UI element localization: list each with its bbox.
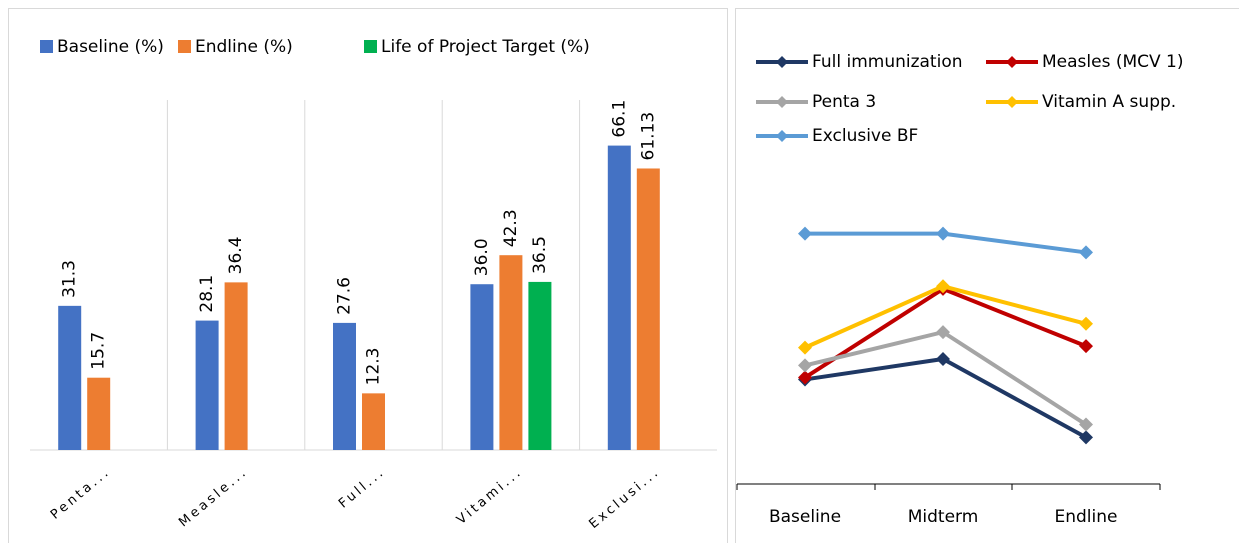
x-tick-label: Exclusi...	[586, 464, 663, 532]
legend-label: Endline (%)	[195, 37, 293, 57]
legend-marker	[776, 56, 788, 68]
x-tick-label: Baseline	[769, 507, 841, 527]
data-label: 36.5	[530, 236, 550, 274]
x-tick-label: Full...	[336, 464, 388, 511]
bar	[608, 146, 631, 450]
legend-marker	[1006, 56, 1018, 68]
point-marker	[1079, 317, 1093, 331]
data-label: 28.1	[197, 275, 217, 313]
legend-label: Penta 3	[812, 92, 876, 112]
right-panel	[736, 9, 1239, 544]
x-tick-label: Midterm	[908, 507, 979, 527]
bar	[196, 321, 219, 450]
bar	[470, 284, 493, 450]
point-marker	[1079, 339, 1093, 353]
data-label: 15.7	[89, 332, 109, 370]
point-marker	[798, 341, 812, 355]
bar	[499, 255, 522, 450]
legend-label: Vitamin A supp.	[1042, 92, 1176, 112]
bar	[58, 306, 81, 450]
legend-swatch	[364, 40, 377, 53]
data-label: 66.1	[609, 100, 629, 138]
bar	[87, 378, 110, 450]
data-label: 36.0	[472, 238, 492, 276]
x-tick-label: Endline	[1055, 507, 1118, 527]
legend-label: Baseline (%)	[57, 37, 164, 57]
data-label: 36.4	[226, 237, 246, 275]
data-label: 31.3	[60, 260, 80, 298]
legend-marker	[1006, 96, 1018, 108]
point-marker	[936, 227, 950, 241]
bar	[333, 323, 356, 450]
legend-label: Measles (MCV 1)	[1042, 52, 1184, 72]
legend-swatch	[178, 40, 191, 53]
data-label: 12.3	[364, 347, 384, 385]
series-line	[805, 332, 1086, 424]
bar	[637, 168, 660, 450]
point-marker	[798, 358, 812, 372]
bar	[528, 282, 551, 450]
x-tick-label: Measle...	[176, 464, 251, 530]
legend-label: Life of Project Target (%)	[381, 37, 590, 57]
data-label: 27.6	[335, 277, 355, 315]
bar	[225, 282, 248, 450]
legend-swatch	[40, 40, 53, 53]
legend-label: Full immunization	[812, 52, 963, 72]
x-tick-label: Penta...	[48, 464, 114, 522]
data-label: 42.3	[501, 209, 521, 247]
x-tick-label: Vitami...	[454, 464, 526, 528]
bar	[362, 393, 385, 450]
point-marker	[798, 227, 812, 241]
legend-marker	[776, 96, 788, 108]
series-line	[805, 286, 1086, 347]
legend-marker	[776, 130, 788, 142]
point-marker	[1079, 245, 1093, 259]
data-label: 61.13	[638, 112, 658, 161]
legend-label: Exclusive BF	[812, 126, 918, 146]
